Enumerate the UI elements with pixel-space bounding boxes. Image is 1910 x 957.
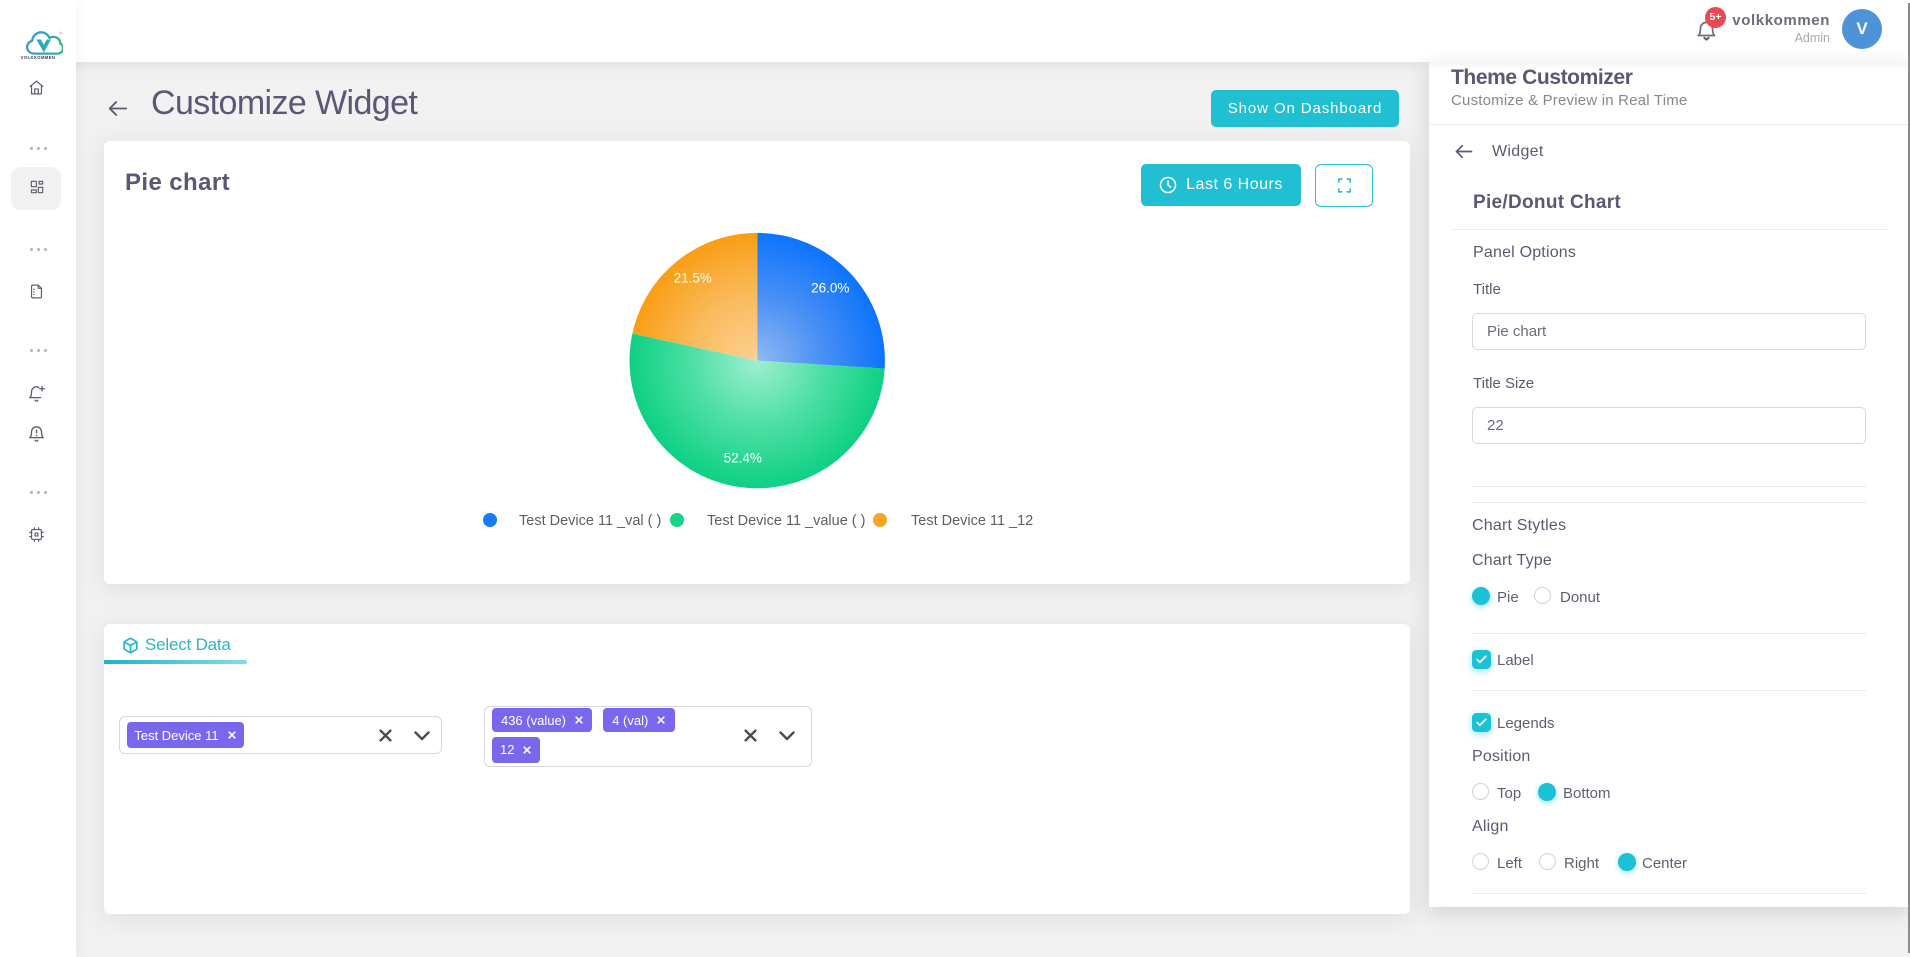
svg-text:52.4%: 52.4%: [724, 451, 762, 466]
svg-text:21.5%: 21.5%: [674, 271, 712, 286]
svg-text:®: ®: [60, 31, 63, 36]
svg-text:26.0%: 26.0%: [811, 281, 849, 296]
